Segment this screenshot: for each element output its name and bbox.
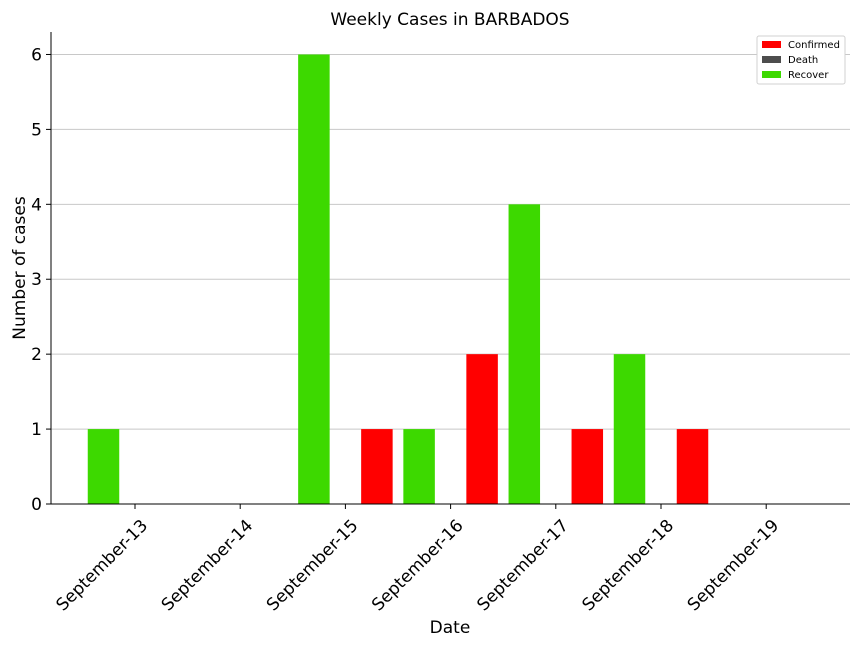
y-axis-label: Number of cases (10, 196, 30, 340)
axes (50, 32, 850, 505)
x-ticks: September-13 September-14 September-15 Sept… (53, 504, 783, 615)
legend-label-recover: Recover (788, 70, 829, 81)
legend: Confirmed Death Recover (756, 35, 846, 85)
bar-confirmed (466, 354, 498, 504)
x-tick-label: September-15 (263, 516, 362, 615)
x-axis-label: Date (430, 618, 471, 638)
gridlines (51, 53, 850, 430)
x-tick-label: September-18 (579, 516, 678, 615)
x-tick-label: September-17 (473, 516, 572, 615)
legend-swatch-death (762, 56, 781, 63)
y-tick-label: 5 (31, 120, 42, 140)
bar-confirmed (571, 429, 604, 504)
bar-recover (87, 429, 120, 504)
bar-recover (403, 429, 435, 504)
y-tick-label: 3 (31, 270, 42, 290)
bar-recover (508, 204, 541, 505)
y-tick-label: 1 (31, 420, 42, 440)
bar-confirmed (361, 429, 393, 504)
y-tick-label: 6 (31, 45, 42, 65)
bars (87, 54, 709, 505)
legend-swatch-recover (762, 71, 781, 78)
bar-recover (613, 354, 646, 504)
x-tick-label: September-19 (684, 516, 783, 615)
legend-swatch-confirmed (762, 41, 781, 48)
legend-label-death: Death (788, 55, 818, 66)
x-tick-label: September-16 (368, 516, 467, 615)
x-tick-label: September-13 (53, 516, 152, 615)
x-tick-label: September-14 (158, 516, 257, 615)
y-tick-label: 2 (31, 345, 42, 365)
y-ticks: 0 1 2 3 4 5 6 (31, 45, 51, 515)
y-tick-label: 0 (31, 495, 42, 515)
chart-title: Weekly Cases in BARBADOS (330, 10, 569, 30)
y-tick-label: 4 (31, 195, 42, 215)
bar-confirmed (676, 429, 709, 504)
legend-label-confirmed: Confirmed (788, 40, 840, 51)
bar-recover (298, 54, 330, 504)
